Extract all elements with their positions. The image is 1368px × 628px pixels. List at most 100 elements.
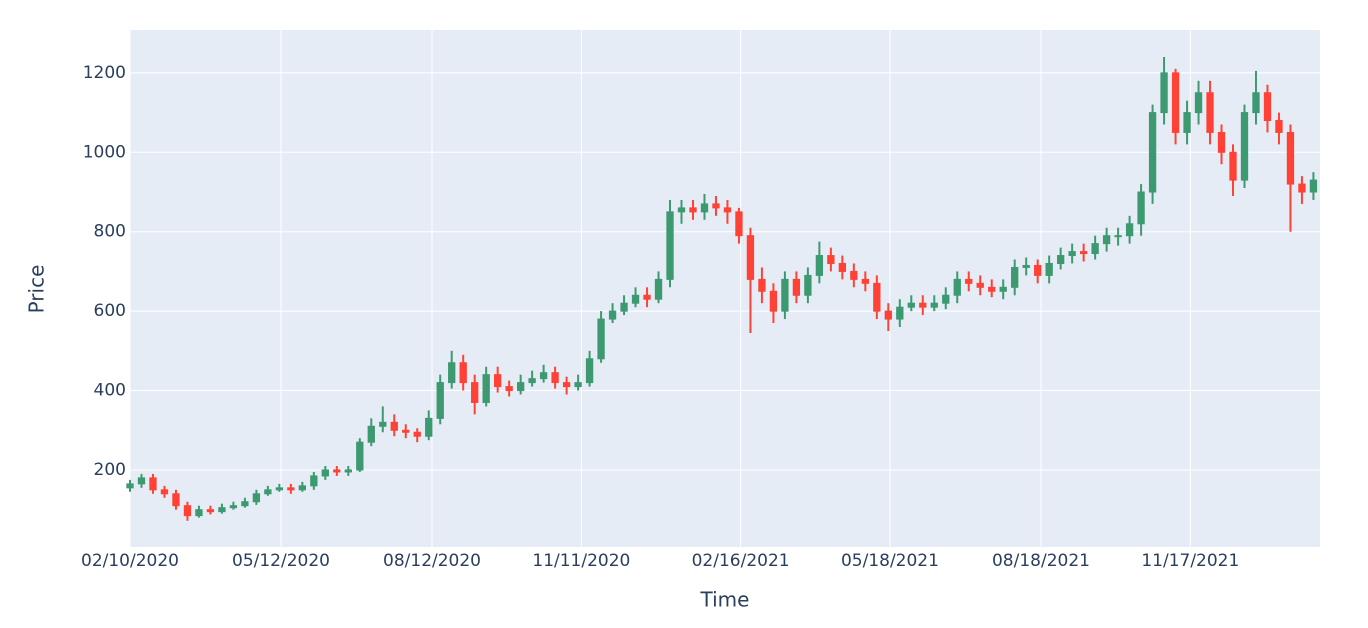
candle-body	[677, 207, 686, 213]
candle-body	[1148, 112, 1157, 193]
candle-body	[919, 302, 927, 308]
candle-body	[321, 469, 329, 477]
candle-body	[735, 211, 743, 237]
candle-body	[976, 282, 984, 288]
x-tick-label: 05/12/2020	[232, 551, 330, 571]
candle-body	[160, 489, 169, 495]
candle-body	[287, 487, 295, 491]
candle-body	[1252, 92, 1260, 114]
candle-body	[643, 294, 651, 300]
candle-body	[195, 509, 203, 517]
candle-body	[241, 501, 249, 507]
candle-body	[769, 290, 778, 312]
candle-body	[459, 362, 467, 384]
candle-body	[1034, 264, 1042, 276]
candle-body	[896, 306, 904, 320]
candle-body	[574, 382, 582, 388]
candle-body	[333, 469, 341, 473]
candle-body	[516, 382, 525, 392]
candle-body	[252, 493, 261, 503]
candle-body	[1045, 262, 1053, 276]
candle-body	[436, 382, 444, 419]
candle-body	[413, 431, 421, 437]
x-tick-label: 11/17/2021	[1141, 551, 1239, 571]
candle-body	[298, 485, 307, 491]
candle-body	[1125, 223, 1134, 237]
candle-body	[275, 487, 284, 491]
candle-body	[953, 278, 961, 296]
candle-body	[746, 235, 755, 280]
candle-body	[264, 489, 272, 495]
candle-body	[206, 509, 215, 513]
x-tick-label: 08/12/2020	[383, 551, 481, 571]
x-tick-label: 05/18/2021	[841, 551, 939, 571]
candle-body	[310, 475, 318, 487]
candle-body	[792, 278, 801, 296]
candle-body	[689, 207, 697, 213]
y-tick-label: 1000	[83, 142, 126, 162]
y-axis-title: Price	[25, 265, 49, 314]
candle-body	[379, 421, 387, 427]
candle-body	[149, 477, 157, 491]
candle-body	[815, 255, 824, 276]
candle-body	[1011, 266, 1019, 288]
candle-body	[1022, 264, 1030, 268]
candle-body	[551, 372, 559, 384]
candle-body	[137, 477, 146, 485]
candle-body	[1068, 251, 1076, 257]
candle-body	[1217, 131, 1226, 153]
candle-body	[471, 382, 479, 403]
y-tick-label: 1200	[83, 63, 126, 83]
x-tick-label: 02/10/2020	[81, 551, 179, 571]
candle-body	[597, 318, 605, 360]
y-tick-label: 400	[94, 381, 126, 401]
x-axis-title: Time	[700, 588, 750, 612]
candle-body	[172, 493, 180, 507]
candle-body	[1079, 251, 1088, 255]
candle-body	[850, 270, 858, 280]
candle-body	[1309, 179, 1318, 193]
candle-body	[1298, 183, 1306, 193]
candle-body	[482, 374, 490, 403]
candle-body	[1102, 235, 1111, 245]
candle-body	[861, 278, 869, 284]
candle-body	[620, 302, 628, 312]
candle-body	[425, 417, 433, 437]
candle-body	[631, 294, 640, 304]
candle-body	[562, 382, 571, 388]
candle-body	[1275, 120, 1283, 133]
candle-body	[712, 203, 720, 209]
candle-body	[585, 358, 594, 384]
candle-body	[505, 386, 513, 392]
candle-body	[1206, 92, 1214, 133]
candle-body	[1114, 235, 1122, 238]
candle-body	[838, 262, 847, 272]
candle-body	[402, 429, 410, 433]
candle-body	[494, 374, 502, 388]
candle-body	[1160, 72, 1168, 114]
x-tick-label: 11/11/2020	[532, 551, 630, 571]
candle-body	[448, 362, 456, 384]
candle-body	[1263, 92, 1272, 122]
candle-body	[1183, 112, 1191, 133]
candle-body	[390, 421, 398, 431]
candle-body	[1171, 72, 1180, 133]
candle-body	[758, 278, 766, 292]
candle-body	[608, 310, 617, 320]
y-tick-label: 200	[94, 460, 126, 480]
candle-body	[344, 469, 352, 473]
candle-body	[723, 207, 732, 213]
candle-body	[1091, 243, 1099, 255]
candle-body	[907, 302, 915, 308]
candle-body	[700, 203, 709, 213]
candle-body	[1137, 191, 1145, 225]
candle-body	[988, 286, 996, 292]
candle-body	[804, 274, 812, 296]
candle-body	[1194, 92, 1203, 114]
plot-area	[130, 30, 1320, 547]
candle-body	[1057, 255, 1065, 264]
candle-body	[873, 282, 881, 312]
candle-body	[1229, 151, 1237, 181]
candle-body	[183, 505, 192, 517]
candle-body	[218, 507, 226, 513]
